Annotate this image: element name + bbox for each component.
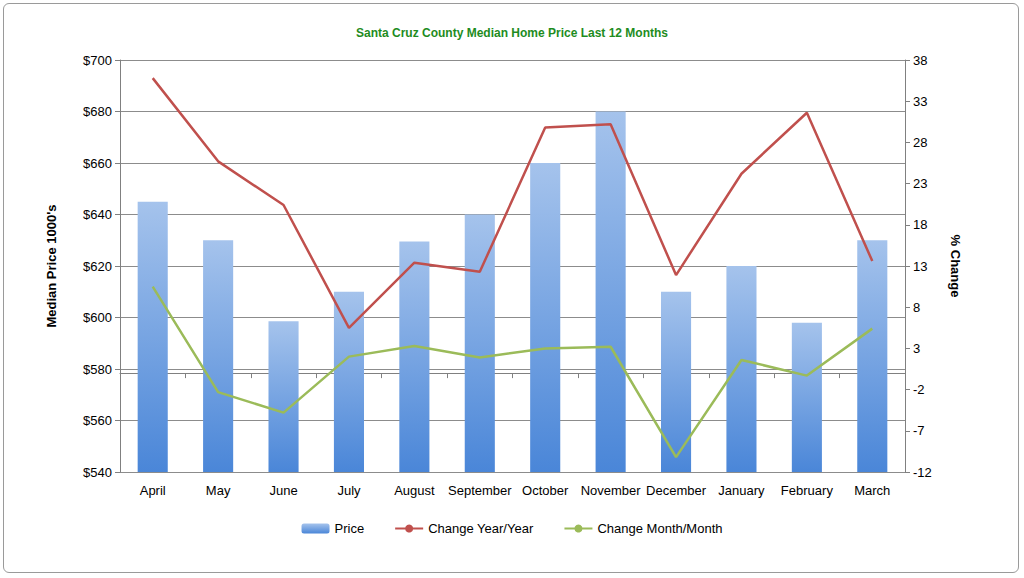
svg-text:% Change: % Change (948, 235, 963, 298)
svg-text:-12: -12 (913, 465, 932, 480)
svg-text:Median Price 1000's: Median Price 1000's (44, 204, 59, 327)
svg-text:December: December (646, 483, 707, 498)
svg-text:September: September (448, 483, 512, 498)
svg-text:May: May (206, 483, 231, 498)
svg-text:$580: $580 (83, 362, 112, 377)
svg-text:$700: $700 (83, 53, 112, 68)
svg-text:13: 13 (913, 259, 927, 274)
svg-text:June: June (269, 483, 297, 498)
svg-text:Change Year/Year: Change Year/Year (428, 521, 534, 536)
svg-text:$600: $600 (83, 310, 112, 325)
svg-text:33: 33 (913, 94, 927, 109)
svg-text:March: March (854, 483, 890, 498)
svg-text:$680: $680 (83, 104, 112, 119)
svg-text:January: January (718, 483, 765, 498)
svg-text:February: February (781, 483, 834, 498)
svg-text:July: July (337, 483, 361, 498)
svg-text:Santa Cruz County Median Home: Santa Cruz County Median Home Price Last… (356, 26, 668, 40)
svg-text:$620: $620 (83, 259, 112, 274)
svg-text:October: October (522, 483, 569, 498)
svg-text:August: August (394, 483, 435, 498)
svg-text:$640: $640 (83, 207, 112, 222)
svg-text:Price: Price (335, 521, 365, 536)
svg-text:$540: $540 (83, 465, 112, 480)
svg-text:-2: -2 (913, 382, 925, 397)
svg-text:$560: $560 (83, 413, 112, 428)
svg-text:8: 8 (913, 300, 920, 315)
svg-text:$660: $660 (83, 156, 112, 171)
svg-text:38: 38 (913, 53, 927, 68)
svg-text:23: 23 (913, 176, 927, 191)
svg-text:3: 3 (913, 341, 920, 356)
svg-text:Change Month/Month: Change Month/Month (597, 521, 722, 536)
svg-text:28: 28 (913, 135, 927, 150)
svg-text:18: 18 (913, 217, 927, 232)
svg-text:April: April (140, 483, 166, 498)
svg-text:November: November (581, 483, 642, 498)
svg-text:-7: -7 (913, 423, 925, 438)
